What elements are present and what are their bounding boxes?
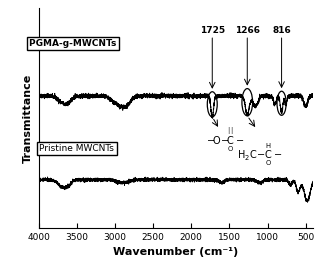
Text: Pristine MWCNTs: Pristine MWCNTs <box>39 144 114 153</box>
Text: $\rm H_2C\!-\!\overset{H}{\underset{O}{C}}-$: $\rm H_2C\!-\!\overset{H}{\underset{O}{C… <box>237 141 283 168</box>
X-axis label: Wavenumber (cm⁻¹): Wavenumber (cm⁻¹) <box>113 247 239 257</box>
Text: PGMA-​g​-MWCNTs: PGMA-​g​-MWCNTs <box>29 39 117 48</box>
Text: 816: 816 <box>272 26 291 35</box>
Text: $-\!$O$-\!\overset{||}{\underset{\rm O}{\rm C}}-$: $-\!$O$-\!\overset{||}{\underset{\rm O}{… <box>205 125 244 154</box>
Text: PGMA-: PGMA- <box>39 39 73 48</box>
Text: 1266: 1266 <box>235 26 260 35</box>
Y-axis label: Transmittance: Transmittance <box>23 73 33 162</box>
Text: 1725: 1725 <box>200 26 225 35</box>
